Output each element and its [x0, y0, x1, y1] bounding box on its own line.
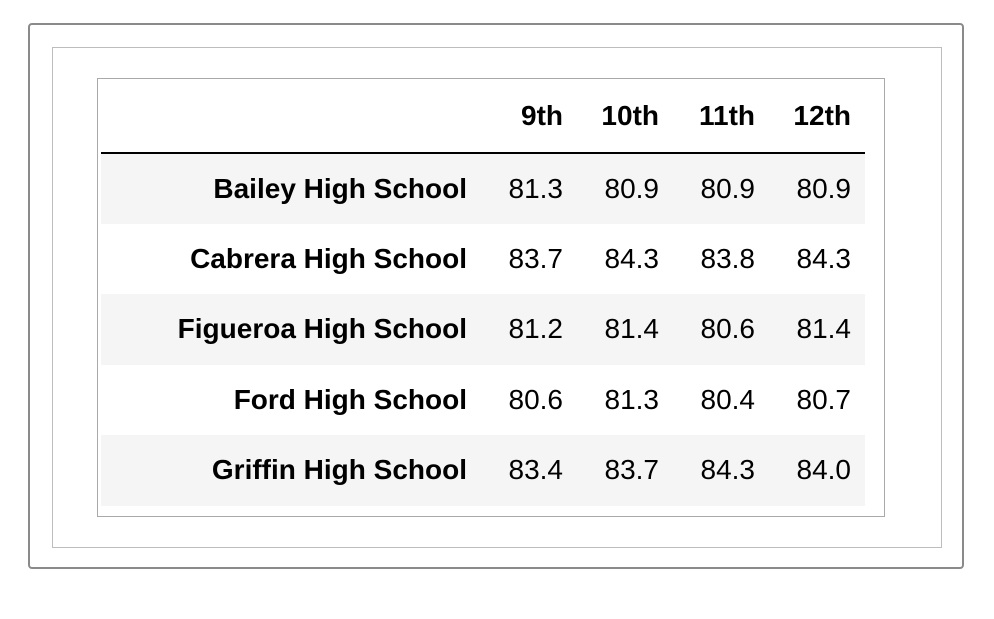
column-header-12th: 12th: [769, 79, 865, 154]
table-cell: 81.4: [604, 313, 660, 345]
table-cell: 80.6: [700, 313, 756, 345]
table-cell: 81.3: [604, 383, 660, 415]
row-label: Ford High School: [233, 383, 467, 415]
table-row: Bailey High School 81.3 80.9 80.9 80.9: [101, 153, 865, 224]
column-header-9th: 9th: [481, 79, 577, 154]
table-cell: 84.3: [604, 242, 660, 274]
table-cell: 81.4: [796, 313, 852, 345]
table-cell: 81.2: [508, 313, 564, 345]
column-header-10th: 10th: [577, 79, 673, 154]
table-cell: 80.9: [700, 172, 756, 204]
table-cell: 83.4: [508, 454, 564, 486]
row-label: Griffin High School: [211, 454, 467, 486]
table-body: Bailey High School 81.3 80.9 80.9 80.9 C…: [101, 153, 865, 506]
table-cell: 80.6: [508, 383, 564, 415]
row-label: Bailey High School: [213, 172, 467, 204]
table-row: Cabrera High School 83.7 84.3 83.8 84.3: [101, 223, 865, 294]
table-cell: 83.8: [700, 242, 756, 274]
table-cell: 81.3: [508, 172, 564, 204]
table-cell: 84.3: [700, 454, 756, 486]
table-row: Ford High School 80.6 81.3 80.4 80.7: [101, 364, 865, 435]
header-row: 9th 10th 11th 12th: [101, 79, 865, 154]
table-cell: 80.9: [604, 172, 660, 204]
column-header-11th: 11th: [673, 79, 769, 154]
table-header: 9th 10th 11th 12th: [101, 79, 865, 154]
table-row: Figueroa High School 81.2 81.4 80.6 81.4: [101, 294, 865, 365]
table-cell: 83.7: [508, 242, 564, 274]
row-label: Figueroa High School: [177, 313, 467, 345]
row-label: Cabrera High School: [190, 242, 467, 274]
reading-scores-table: 9th 10th 11th 12th Bailey High School 81…: [101, 79, 865, 506]
table-cell: 84.0: [796, 454, 852, 486]
table-cell: 80.9: [796, 172, 852, 204]
table-cell: 83.7: [604, 454, 660, 486]
table-row: Griffin High School 83.4 83.7 84.3 84.0: [101, 435, 865, 506]
table-cell: 84.3: [796, 242, 852, 274]
table-cell: 80.7: [796, 383, 852, 415]
table-cell: 80.4: [700, 383, 756, 415]
dataframe-container: 9th 10th 11th 12th Bailey High School 81…: [97, 78, 885, 517]
index-header: [101, 79, 481, 154]
